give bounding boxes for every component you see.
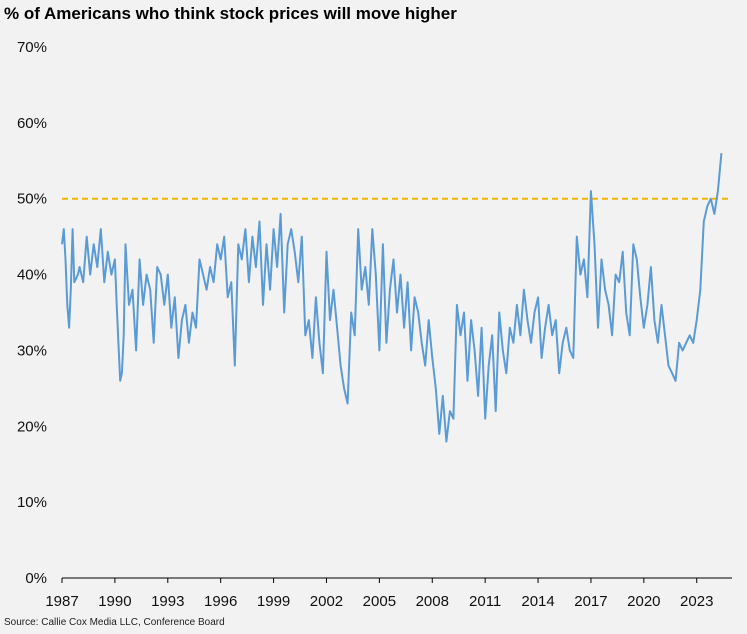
y-tick-label: 0% [25, 570, 47, 587]
y-tick-label: 60% [17, 115, 47, 132]
series-line [61, 153, 723, 443]
x-tick-label: 2020 [627, 593, 660, 610]
x-tick-label: 2002 [310, 593, 343, 610]
x-tick-label: 2005 [363, 593, 396, 610]
x-tick-label: 1993 [151, 593, 184, 610]
y-tick-label: 40% [17, 267, 47, 284]
x-tick-label: 2017 [574, 593, 607, 610]
x-axis: 1987 1990 1993 1996 1999 2002 2005 2008 2011 2014… [45, 577, 732, 610]
y-tick-label: 10% [17, 494, 47, 511]
series-layer [61, 153, 723, 443]
y-tick-label: 30% [17, 342, 47, 359]
x-tick-label: 1996 [204, 593, 237, 610]
x-tick-label: 2014 [521, 593, 554, 610]
y-axis: 0% 10% 20% 30% 40% 50% 60% 70% [17, 39, 47, 587]
x-tick-label: 2023 [680, 593, 713, 610]
x-tick-label: 1990 [98, 593, 131, 610]
x-tick-label: 2011 [469, 593, 501, 610]
y-tick-label: 20% [17, 418, 47, 435]
source-note: Source: Callie Cox Media LLC, Conference… [4, 617, 225, 628]
chart-title: % of Americans who think stock prices wi… [4, 4, 457, 23]
y-tick-label: 50% [17, 191, 47, 208]
x-tick-label: 1999 [257, 593, 290, 610]
y-tick-label: 70% [17, 39, 47, 56]
x-tick-label: 1987 [45, 593, 78, 610]
x-tick-label: 2008 [416, 593, 449, 610]
